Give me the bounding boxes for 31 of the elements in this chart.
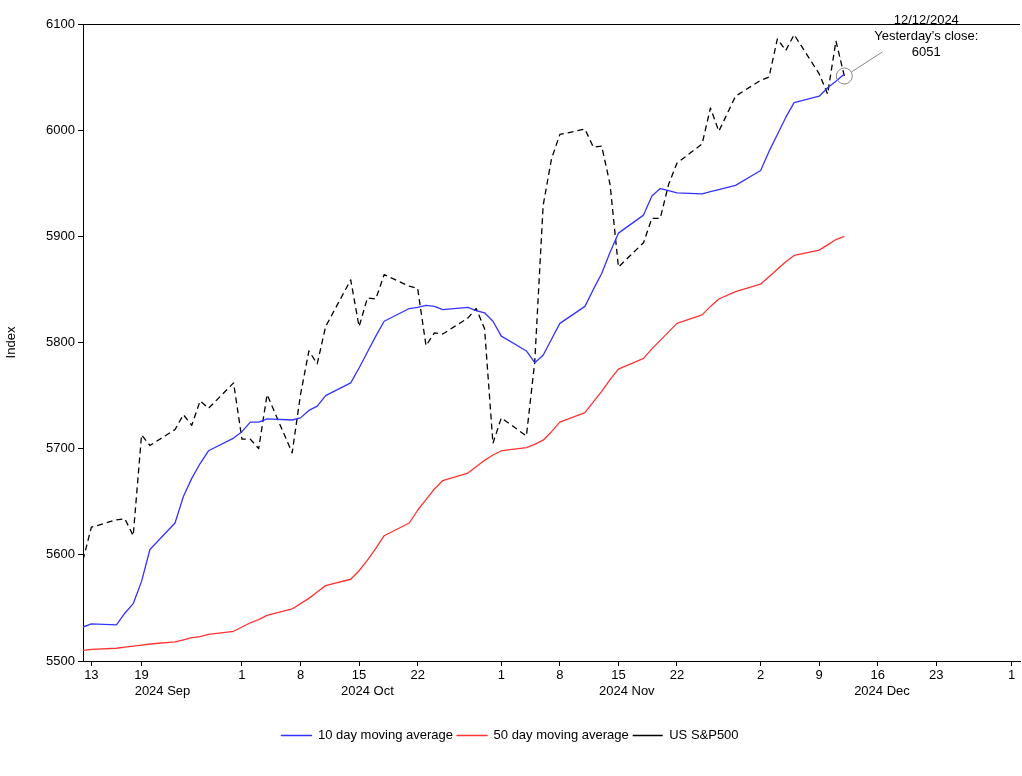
text: 2024 Oct [341,683,395,699]
legend-label: 10 day moving average [317,727,454,743]
y-tick-label: 5600 [46,546,75,562]
y-axis-title: Index [3,326,19,359]
x-tick-label: 9 [815,667,823,683]
x-tick-label: 1 [1008,667,1016,683]
text: 2024 Sep [134,683,191,699]
x-tick-label: 22 [669,667,685,683]
x-tick-label: 1 [497,667,505,683]
x-tick-label: 15 [351,667,367,683]
x-tick-label: 8 [296,667,305,683]
text: 2024 Nov [598,683,656,699]
legend-label: US S&P500 [669,727,739,743]
x-tick-label: 1 [238,667,246,683]
x-tick-label: 23 [929,667,944,683]
y-tick-label: 5900 [46,227,75,243]
y-tick-label: 5800 [46,334,75,350]
y-tick-label: 5700 [46,440,75,456]
x-tick-label: 8 [556,667,564,683]
x-tick-label: 13 [84,667,99,683]
annotation: 12/12/2024 Yesterday’s close: 6051 [874,11,979,59]
y-tick-label: 6000 [46,121,75,137]
x-tick-label: 19 [134,667,149,683]
x-tick-label: 2 [757,667,765,683]
x-tick-label: 16 [870,667,886,683]
x-tick-label: 15 [611,667,626,683]
y-tick-label: 5500 [46,652,75,668]
legend-label: 50 day moving average [493,727,629,743]
text: 2024 Dec [854,683,911,699]
y-tick-label: 6100 [46,15,75,31]
x-tick-label: 22 [410,667,425,683]
